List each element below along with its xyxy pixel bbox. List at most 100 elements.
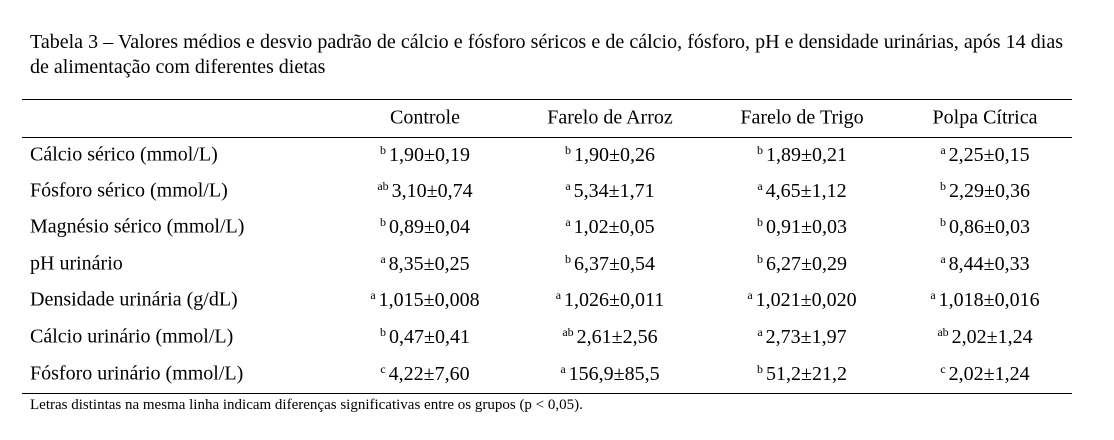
cell-value: 2,61±2,56 bbox=[576, 326, 658, 348]
cell-value: 2,25±0,15 bbox=[948, 144, 1030, 166]
table-cell: b 1,90±0,19 bbox=[380, 143, 470, 167]
cell-value: 1,90±0,26 bbox=[574, 144, 655, 166]
significance-letter: b bbox=[757, 362, 764, 376]
cell-value: 2,29±0,36 bbox=[949, 180, 1030, 202]
significance-letter: b bbox=[757, 252, 764, 266]
row-label: Fósforo sérico (mmol/L) bbox=[30, 179, 228, 202]
row-label: Fósforo urinário (mmol/L) bbox=[30, 362, 244, 385]
table-cell: b 51,2±21,2 bbox=[757, 362, 847, 386]
significance-letter: a bbox=[747, 288, 753, 302]
cell-value: 1,018±0,016 bbox=[938, 289, 1040, 311]
significance-letter: ab bbox=[937, 325, 949, 339]
table-cell: ab 2,61±2,56 bbox=[562, 325, 657, 349]
significance-letter: b bbox=[565, 143, 572, 157]
row-label: Magnésio sérico (mmol/L) bbox=[30, 215, 245, 238]
column-header: Controle bbox=[390, 106, 460, 129]
column-header: Farelo de Arroz bbox=[547, 106, 673, 129]
significance-letter: b bbox=[380, 215, 387, 229]
significance-letter: a bbox=[560, 362, 566, 376]
significance-letter: b bbox=[940, 215, 947, 229]
cell-value: 2,02±1,24 bbox=[951, 326, 1033, 348]
table-cell: a 1,015±0,008 bbox=[370, 288, 479, 312]
table-cell: b 0,91±0,03 bbox=[757, 215, 847, 239]
significance-letter: c bbox=[940, 362, 946, 376]
significance-letter: a bbox=[555, 288, 562, 302]
table-cell: b 2,29±0,36 bbox=[940, 179, 1030, 203]
cell-value: 0,47±0,41 bbox=[389, 326, 470, 348]
row-label: Cálcio sérico (mmol/L) bbox=[30, 143, 218, 166]
significance-letter: a bbox=[757, 179, 763, 193]
cell-value: 0,91±0,03 bbox=[766, 216, 847, 238]
top-rule bbox=[22, 99, 1072, 100]
table-cell: a 4,65±1,12 bbox=[757, 179, 846, 203]
table-cell: a 1,021±0,020 bbox=[747, 288, 856, 312]
table-cell: a 1,018±0,016 bbox=[930, 288, 1039, 312]
significance-letter: a bbox=[940, 143, 946, 157]
significance-letter: ab bbox=[377, 179, 389, 193]
cell-value: 4,65±1,12 bbox=[765, 180, 847, 202]
significance-letter: a bbox=[370, 288, 376, 302]
table-cell: ab 2,02±1,24 bbox=[937, 325, 1032, 349]
cell-value: 6,27±0,29 bbox=[766, 253, 847, 275]
table-cell: a 8,35±0,25 bbox=[380, 252, 469, 276]
table-cell: b 1,90±0,26 bbox=[565, 143, 655, 167]
cell-value: 0,86±0,03 bbox=[949, 216, 1030, 238]
significance-letter: c bbox=[380, 362, 386, 376]
table-cell: b 0,86±0,03 bbox=[940, 215, 1030, 239]
significance-letter: a bbox=[380, 252, 386, 266]
cell-value: 2,73±1,97 bbox=[765, 326, 847, 348]
footnote: Letras distintas na mesma linha indicam … bbox=[30, 397, 583, 413]
cell-value: 1,015±0,008 bbox=[378, 289, 480, 311]
row-label: Densidade urinária (g/dL) bbox=[30, 288, 238, 311]
cell-value: 1,89±0,21 bbox=[766, 144, 847, 166]
table-cell: a 1,02±0,05 bbox=[565, 215, 654, 239]
row-label: pH urinário bbox=[30, 252, 123, 275]
cell-value: 1,026±0,011 bbox=[564, 289, 665, 311]
table-cell: c 2,02±1,24 bbox=[940, 362, 1029, 386]
cell-value: 1,90±0,19 bbox=[389, 144, 470, 166]
table-cell: ab 3,10±0,74 bbox=[377, 179, 472, 203]
significance-letter: b bbox=[757, 215, 764, 229]
cell-value: 3,10±0,74 bbox=[391, 180, 473, 202]
table-cell: a 8,44±0,33 bbox=[940, 252, 1029, 276]
header-rule bbox=[22, 137, 1072, 138]
table-title: Tabela 3 – Valores médios e desvio padrã… bbox=[30, 31, 1063, 78]
row-label: Cálcio urinário (mmol/L) bbox=[30, 325, 234, 348]
significance-letter: b bbox=[380, 143, 387, 157]
cell-value: 8,35±0,25 bbox=[388, 253, 470, 275]
significance-letter: ab bbox=[562, 325, 574, 339]
significance-letter: a bbox=[930, 288, 936, 302]
significance-letter: a bbox=[940, 252, 946, 266]
cell-value: 6,37±0,54 bbox=[574, 253, 655, 275]
cell-value: 1,021±0,020 bbox=[755, 289, 857, 311]
cell-value: 156,9±85,5 bbox=[568, 363, 660, 385]
cell-value: 4,22±7,60 bbox=[388, 363, 470, 385]
table-cell: a 156,9±85,5 bbox=[560, 362, 659, 386]
cell-value: 8,44±0,33 bbox=[948, 253, 1030, 275]
column-header: Polpa Cítrica bbox=[932, 106, 1038, 129]
significance-letter: b bbox=[565, 252, 572, 266]
table-cell: a 2,73±1,97 bbox=[757, 325, 846, 349]
table-cell: b 6,27±0,29 bbox=[757, 252, 847, 276]
cell-value: 51,2±21,2 bbox=[766, 363, 847, 385]
table-cell: b 6,37±0,54 bbox=[565, 252, 655, 276]
table-cell: b 0,89±0,04 bbox=[380, 215, 470, 239]
bottom-rule bbox=[22, 393, 1072, 394]
cell-value: 1,02±0,05 bbox=[573, 216, 655, 238]
table-cell: c 4,22±7,60 bbox=[380, 362, 469, 386]
cell-value: 0,89±0,04 bbox=[389, 216, 470, 238]
table-cell: b 0,47±0,41 bbox=[380, 325, 470, 349]
column-header: Farelo de Trigo bbox=[740, 106, 864, 129]
table-cell: b 1,89±0,21 bbox=[757, 143, 847, 167]
significance-letter: a bbox=[565, 215, 571, 229]
significance-letter: a bbox=[565, 179, 571, 193]
cell-value: 5,34±1,71 bbox=[573, 180, 655, 202]
significance-letter: b bbox=[757, 143, 764, 157]
significance-letter: b bbox=[940, 179, 947, 193]
table-cell: a 1,026±0,011 bbox=[556, 288, 665, 312]
significance-letter: b bbox=[380, 325, 387, 339]
table-cell: a 5,34±1,71 bbox=[565, 179, 654, 203]
cell-value: 2,02±1,24 bbox=[948, 363, 1030, 385]
significance-letter: a bbox=[757, 325, 763, 339]
